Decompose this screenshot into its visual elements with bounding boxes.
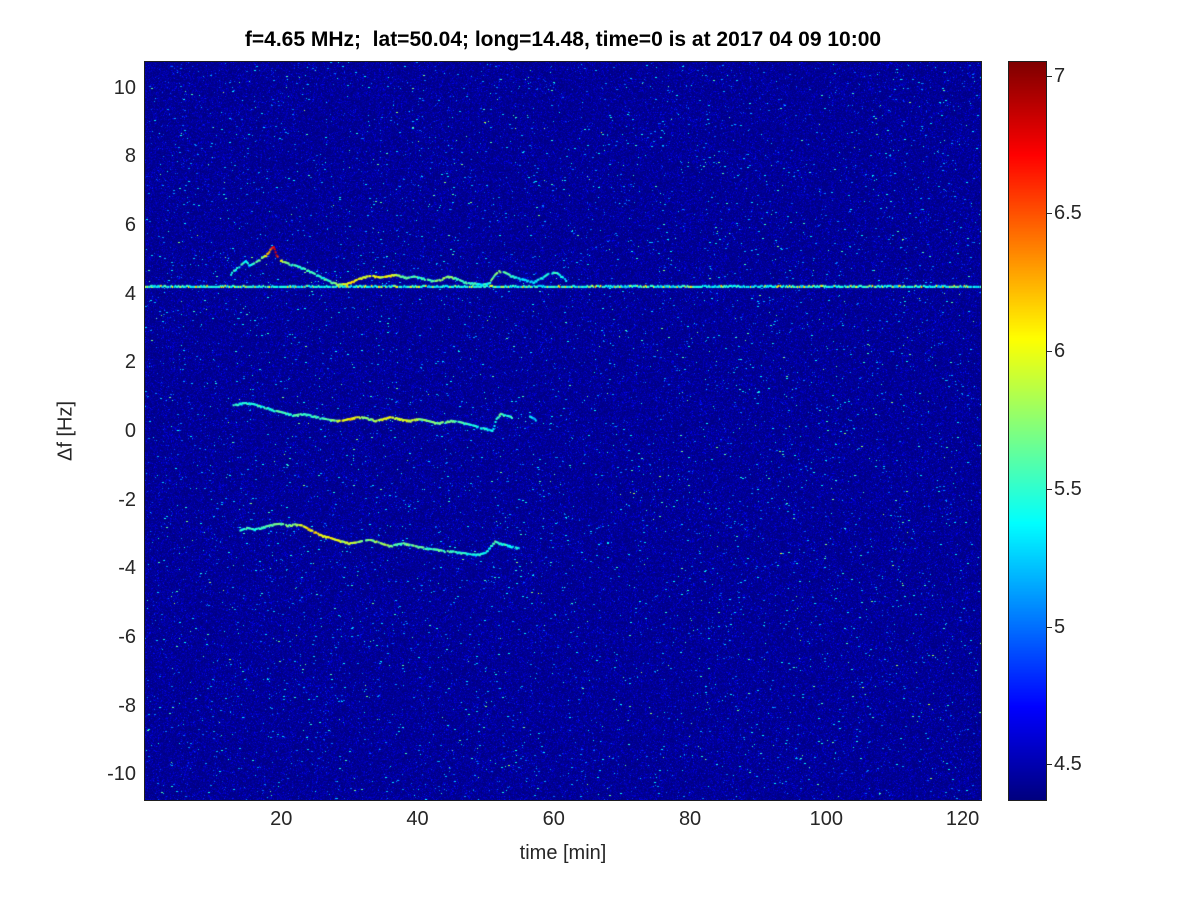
colorbar-tick-mark — [1047, 351, 1052, 353]
y-tick-label: -2 — [118, 488, 136, 511]
colorbar-tick-label: 5.5 — [1054, 477, 1082, 500]
x-tick-label: 60 — [542, 808, 565, 830]
colorbar-tick-label: 6.5 — [1054, 202, 1082, 225]
x-axis-label: time [min] — [519, 842, 607, 864]
y-tick-label: 0 — [124, 420, 136, 442]
colorbar-tick-label: 6 — [1054, 340, 1066, 363]
y-tick-label: -6 — [118, 625, 136, 648]
y-tick-label: 10 — [113, 76, 136, 99]
y-tick-label: 2 — [124, 351, 136, 374]
x-tick-label: 100 — [809, 808, 844, 830]
x-tick-label: 20 — [270, 808, 293, 830]
colorbar-tick-label: 4.5 — [1054, 753, 1082, 776]
y-tick-label: -4 — [118, 557, 136, 580]
colorbar-tick-mark — [1047, 75, 1052, 77]
y-tick-label: -8 — [118, 694, 136, 717]
y-tick-label: 8 — [124, 145, 136, 168]
colorbar — [1008, 61, 1047, 801]
y-tick-label: 4 — [124, 282, 136, 305]
heatmap-canvas — [144, 61, 982, 801]
y-axis-label: Δf [Hz] — [54, 400, 77, 462]
colorbar-tick-label: 5 — [1054, 615, 1066, 638]
colorbar-tick-mark — [1047, 488, 1052, 490]
colorbar-tick-mark — [1047, 764, 1052, 766]
x-tick-label: 120 — [945, 808, 980, 830]
colorbar-tick-mark — [1047, 626, 1052, 628]
y-tick-label: -10 — [107, 763, 136, 786]
x-tick-label: 40 — [406, 808, 429, 830]
chart-title: f=4.65 MHz; lat=50.04; long=14.48, time=… — [244, 28, 882, 51]
y-tick-label: 6 — [124, 214, 136, 237]
colorbar-tick-mark — [1047, 213, 1052, 215]
colorbar-tick-label: 7 — [1054, 64, 1066, 87]
x-tick-label: 80 — [678, 808, 702, 830]
